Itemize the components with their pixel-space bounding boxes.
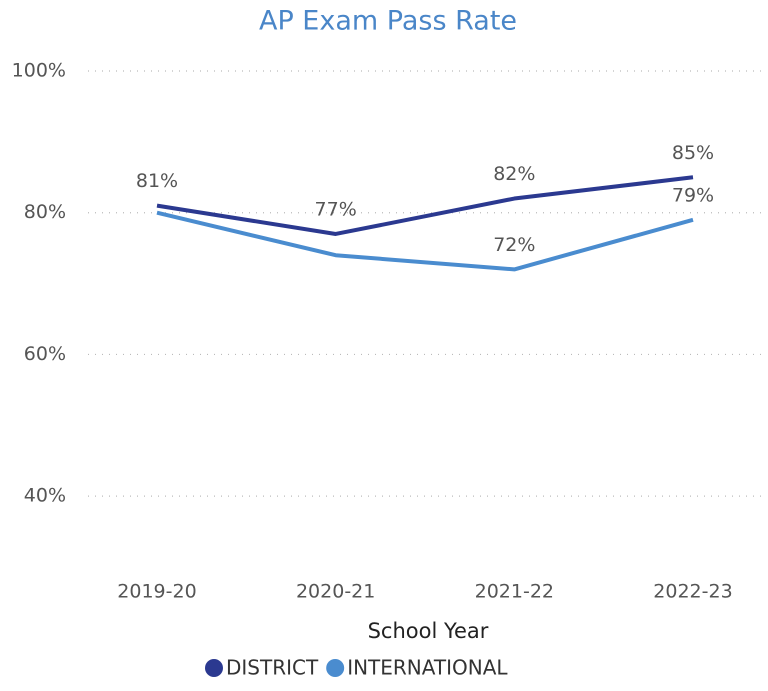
x-tick-label: 2021-22: [475, 581, 554, 603]
legend-marker: [205, 659, 223, 677]
x-tick-label: 2019-20: [117, 581, 196, 603]
legend-label: INTERNATIONAL: [347, 656, 508, 680]
y-tick-label: 80%: [24, 201, 66, 223]
y-tick-label: 40%: [24, 485, 66, 507]
data-label: 82%: [493, 163, 535, 185]
data-label: 77%: [315, 198, 357, 220]
y-tick-label: 100%: [12, 60, 66, 82]
data-label: 72%: [493, 234, 535, 256]
data-label: 81%: [136, 170, 178, 192]
chart-title: AP Exam Pass Rate: [259, 6, 517, 37]
legend-label: DISTRICT: [226, 656, 319, 680]
x-axis-label: School Year: [368, 619, 489, 643]
legend-marker: [326, 659, 345, 677]
data-label: 79%: [672, 184, 714, 206]
line-series: [156, 175, 694, 236]
line-series: [156, 210, 694, 272]
x-tick-label: 2020-21: [296, 581, 375, 603]
data-label: 85%: [672, 142, 714, 164]
y-tick-label: 60%: [24, 343, 66, 365]
x-tick-label: 2022-23: [653, 581, 732, 603]
